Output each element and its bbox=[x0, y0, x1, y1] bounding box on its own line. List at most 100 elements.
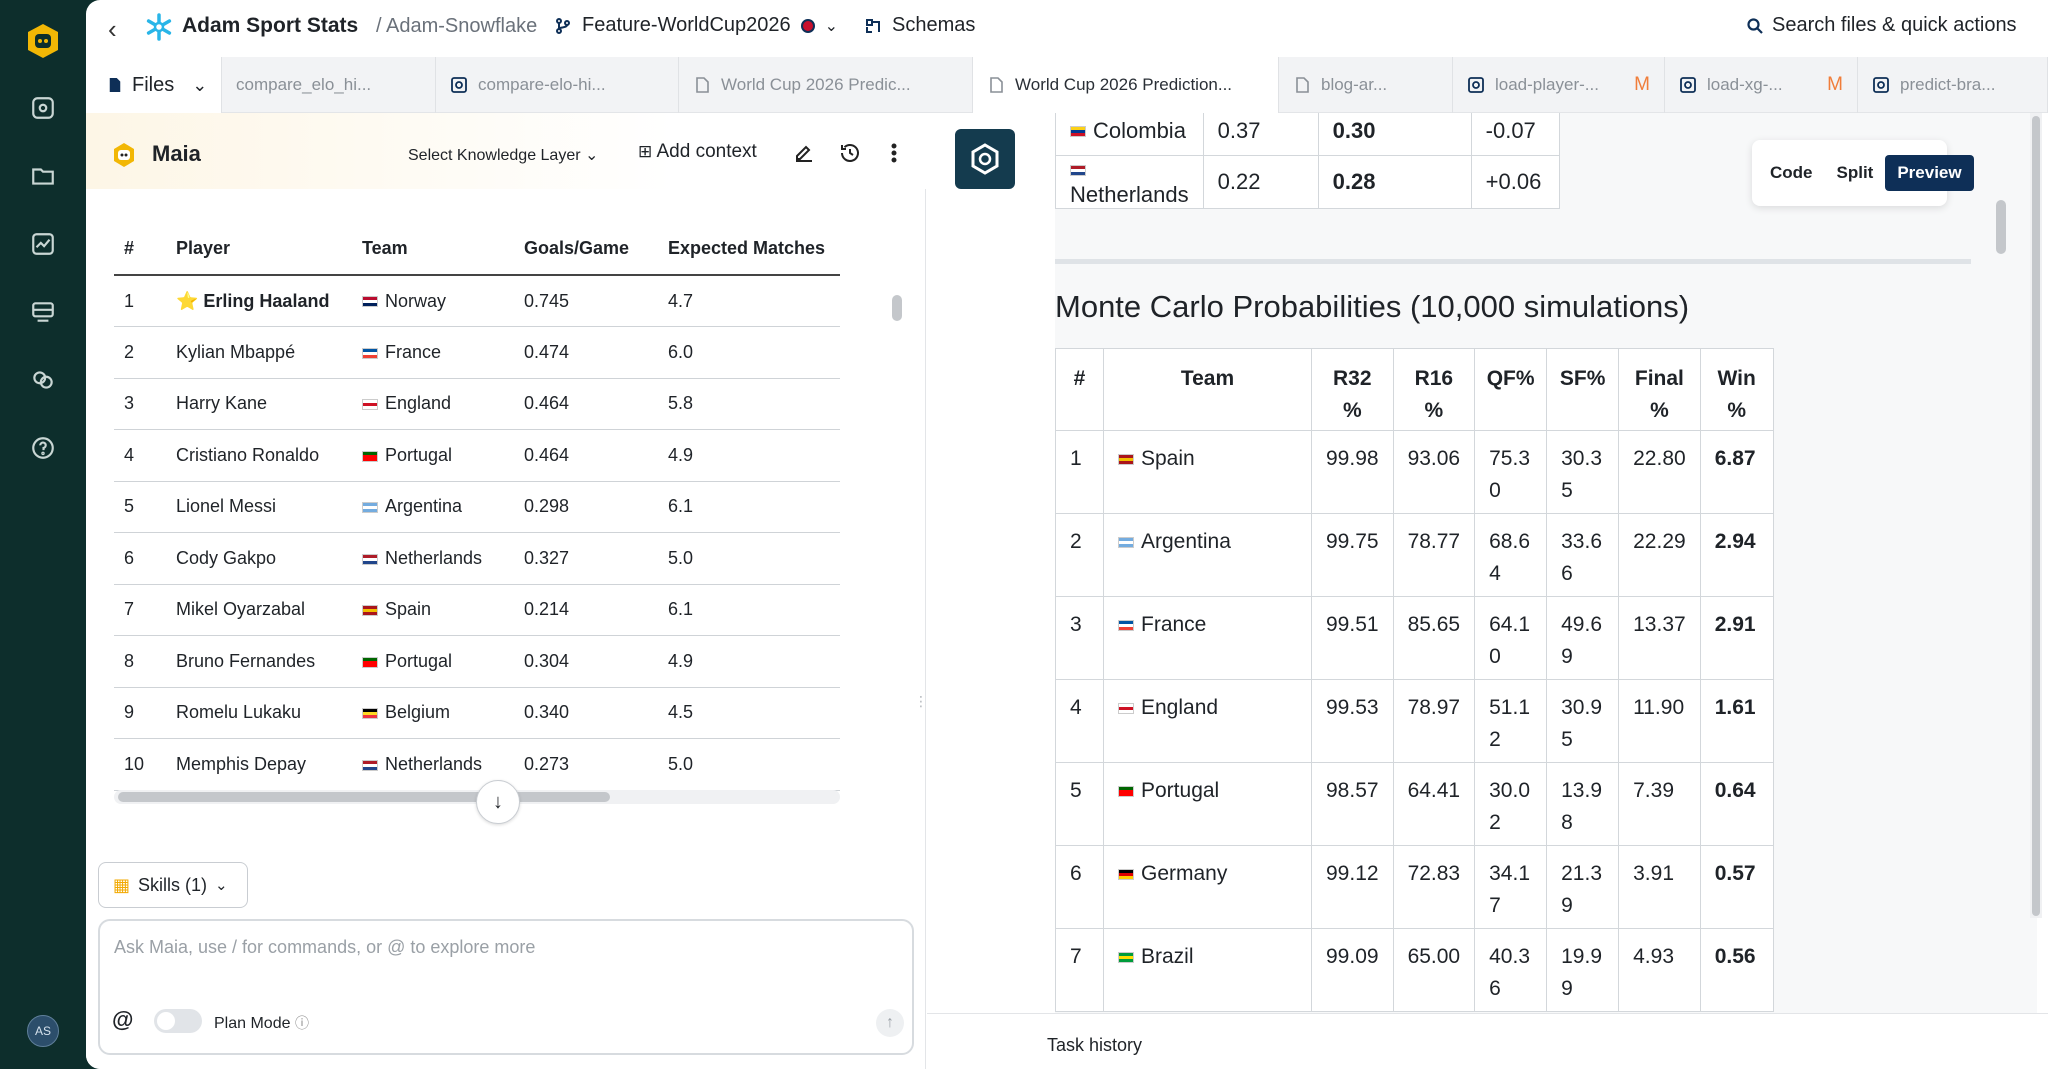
team-cell: France bbox=[1103, 596, 1312, 680]
modified-badge: M bbox=[1827, 74, 1843, 95]
player-cell: Memphis Depay bbox=[166, 738, 352, 791]
tab-world-cup-prediction[interactable]: World Cup 2026 Prediction... bbox=[973, 57, 1279, 113]
column-header: Team bbox=[1103, 348, 1312, 431]
tab-blog-article[interactable]: blog-ar... bbox=[1279, 57, 1453, 113]
tab-load-xg[interactable]: load-xg-... M bbox=[1665, 57, 1858, 113]
flag-icon bbox=[1118, 951, 1134, 963]
scroll-down-button[interactable]: ↓ bbox=[476, 780, 520, 824]
table-row[interactable]: 6 Cody Gakpo Netherlands 0.327 5.0 bbox=[114, 532, 840, 585]
chart-icon[interactable] bbox=[23, 224, 63, 264]
plan-mode-label: Plan Mode ⓘ bbox=[214, 1013, 309, 1033]
rank-cell: 3 bbox=[1055, 596, 1104, 680]
flag-icon bbox=[1070, 164, 1086, 176]
team-cell: Brazil bbox=[1103, 928, 1312, 1012]
table-row: 2 Argentina 99.75 78.77 68.6 4 33.6 6 22.29 2.9… bbox=[1055, 513, 1774, 597]
column-header: Player bbox=[166, 223, 352, 276]
mention-button[interactable]: @ bbox=[112, 1007, 134, 1032]
rank-cell: 4 bbox=[114, 429, 166, 482]
player-cell: Lionel Messi bbox=[166, 481, 352, 533]
table-scrollbar[interactable] bbox=[892, 295, 902, 321]
tab-load-player[interactable]: load-player-... M bbox=[1453, 57, 1665, 113]
preview-scrollbar-thumb[interactable] bbox=[1996, 200, 2006, 254]
team-name: Colombia bbox=[1093, 117, 1186, 143]
preview-view-button[interactable]: Preview bbox=[1885, 155, 1974, 191]
tab-predict-bracket[interactable]: predict-bra... bbox=[1858, 57, 2048, 113]
chat-input[interactable]: Ask Maia, use / for commands, or @ to ex… bbox=[114, 937, 536, 957]
search-bar[interactable]: Search files & quick actions bbox=[1746, 14, 2017, 37]
files-tab[interactable]: Files ⌄ bbox=[86, 57, 222, 113]
player-table-body: 1 ⭐ Erling Haaland Norway 0.745 4.7 2 Kylian M… bbox=[114, 275, 840, 791]
code-view-button[interactable]: Code bbox=[1770, 163, 1813, 182]
table-row[interactable]: 7 Mikel Oyarzabal Spain 0.214 6.1 bbox=[114, 584, 840, 636]
maia-logo-icon[interactable] bbox=[22, 20, 64, 62]
link-icon[interactable] bbox=[23, 360, 63, 400]
breadcrumb[interactable]: / Adam-Snowflake bbox=[376, 15, 538, 37]
player-table: # Player Team Goals/Game Expected Matche… bbox=[114, 223, 840, 791]
tab-world-cup-predic[interactable]: World Cup 2026 Predic... bbox=[679, 57, 973, 113]
send-button[interactable]: ↑ bbox=[876, 1009, 904, 1037]
flag-icon bbox=[1118, 536, 1134, 548]
flag-icon bbox=[1070, 126, 1086, 138]
document-icon bbox=[696, 77, 709, 93]
tab-compare-elo-csv[interactable]: compare_elo_hi... bbox=[222, 57, 436, 113]
table-row[interactable]: 2 Kylian Mbappé France 0.474 6.0 bbox=[114, 326, 840, 379]
expected-matches-cell: 6.0 bbox=[658, 326, 840, 379]
final-cell: 3.91 bbox=[1618, 845, 1701, 929]
table-row[interactable]: 1 ⭐ Erling Haaland Norway 0.745 4.7 bbox=[114, 275, 840, 327]
task-history-bar[interactable]: Task history bbox=[927, 1013, 2048, 1069]
table-row[interactable]: 3 Harry Kane England 0.464 5.8 bbox=[114, 378, 840, 430]
database-icon[interactable] bbox=[23, 292, 63, 332]
flag-icon bbox=[362, 296, 378, 308]
more-vertical-icon[interactable] bbox=[882, 141, 906, 165]
files-label: Files bbox=[132, 73, 175, 96]
chat-input-box[interactable]: Ask Maia, use / for commands, or @ to ex… bbox=[98, 919, 914, 1055]
table-row[interactable]: 8 Bruno Fernandes Portugal 0.304 4.9 bbox=[114, 635, 840, 688]
tab-compare-elo-script[interactable]: compare-elo-hi... bbox=[436, 57, 679, 113]
knowledge-layer-select[interactable]: Select Knowledge Layer ⌄ bbox=[408, 145, 598, 165]
scrollbar-thumb[interactable] bbox=[118, 792, 610, 802]
table-row[interactable]: 10 Memphis Depay Netherlands 0.273 5.0 bbox=[114, 738, 840, 791]
rank-cell: 6 bbox=[114, 532, 166, 585]
table-row[interactable]: 9 Romelu Lukaku Belgium 0.340 4.5 bbox=[114, 687, 840, 739]
add-context-button[interactable]: ⊞ Add context bbox=[638, 141, 757, 163]
qf-cell: 34.1 7 bbox=[1474, 845, 1548, 929]
split-view-button[interactable]: Split bbox=[1836, 163, 1874, 182]
qf-cell: 68.6 4 bbox=[1474, 513, 1548, 597]
branch-status-icon bbox=[800, 18, 815, 33]
goals-per-game-cell: 0.464 bbox=[514, 429, 658, 482]
skills-button[interactable]: ▦ Skills (1) ⌄ bbox=[98, 862, 248, 908]
monte-carlo-table: # Team R32 % R16 % QF% SF% Final % Win % 1 Spain… bbox=[1055, 348, 1774, 1012]
sf-cell: 33.6 6 bbox=[1546, 513, 1620, 597]
snowflake-icon bbox=[144, 12, 174, 42]
table-row[interactable]: 5 Lionel Messi Argentina 0.298 6.1 bbox=[114, 481, 840, 533]
back-icon[interactable]: ‹ bbox=[108, 14, 117, 44]
goals-per-game-cell: 0.340 bbox=[514, 687, 658, 739]
plan-mode-toggle[interactable] bbox=[154, 1009, 202, 1033]
branch-selector[interactable]: Feature-WorldCup2026 ⌄ bbox=[554, 14, 838, 37]
workspace-title[interactable]: Adam Sport Stats bbox=[182, 14, 359, 37]
help-icon[interactable] bbox=[23, 428, 63, 468]
expected-matches-cell: 4.9 bbox=[658, 429, 840, 482]
dashboard-icon[interactable] bbox=[23, 88, 63, 128]
schemas-button[interactable]: Schemas bbox=[864, 14, 975, 37]
player-cell: Cody Gakpo bbox=[166, 532, 352, 585]
chevron-down-icon: ⌄ bbox=[824, 17, 839, 35]
window-scrollbar-thumb[interactable] bbox=[2032, 116, 2040, 916]
edit-icon[interactable] bbox=[792, 141, 816, 165]
section-heading: Monte Carlo Probabilities (10,000 simula… bbox=[1055, 289, 1690, 324]
script-icon bbox=[1468, 77, 1484, 93]
team-name: Argentina bbox=[1141, 530, 1231, 553]
team-cell: Germany bbox=[1103, 845, 1312, 929]
team-name: Netherlands bbox=[385, 547, 483, 568]
table-row[interactable]: 4 Cristiano Ronaldo Portugal 0.464 4.9 bbox=[114, 429, 840, 482]
panel-resize-handle[interactable]: ⋮ bbox=[914, 693, 928, 709]
team-name: Netherlands bbox=[1070, 182, 1189, 207]
r16-cell: 65.00 bbox=[1392, 928, 1476, 1012]
add-context-label: Add context bbox=[656, 141, 757, 162]
avatar[interactable]: AS bbox=[27, 1015, 59, 1047]
flag-icon bbox=[1118, 702, 1134, 714]
folder-icon[interactable] bbox=[23, 156, 63, 196]
team-name: Portugal bbox=[1141, 779, 1220, 802]
rank-cell: 1 bbox=[1055, 430, 1104, 514]
history-icon[interactable] bbox=[838, 141, 862, 165]
